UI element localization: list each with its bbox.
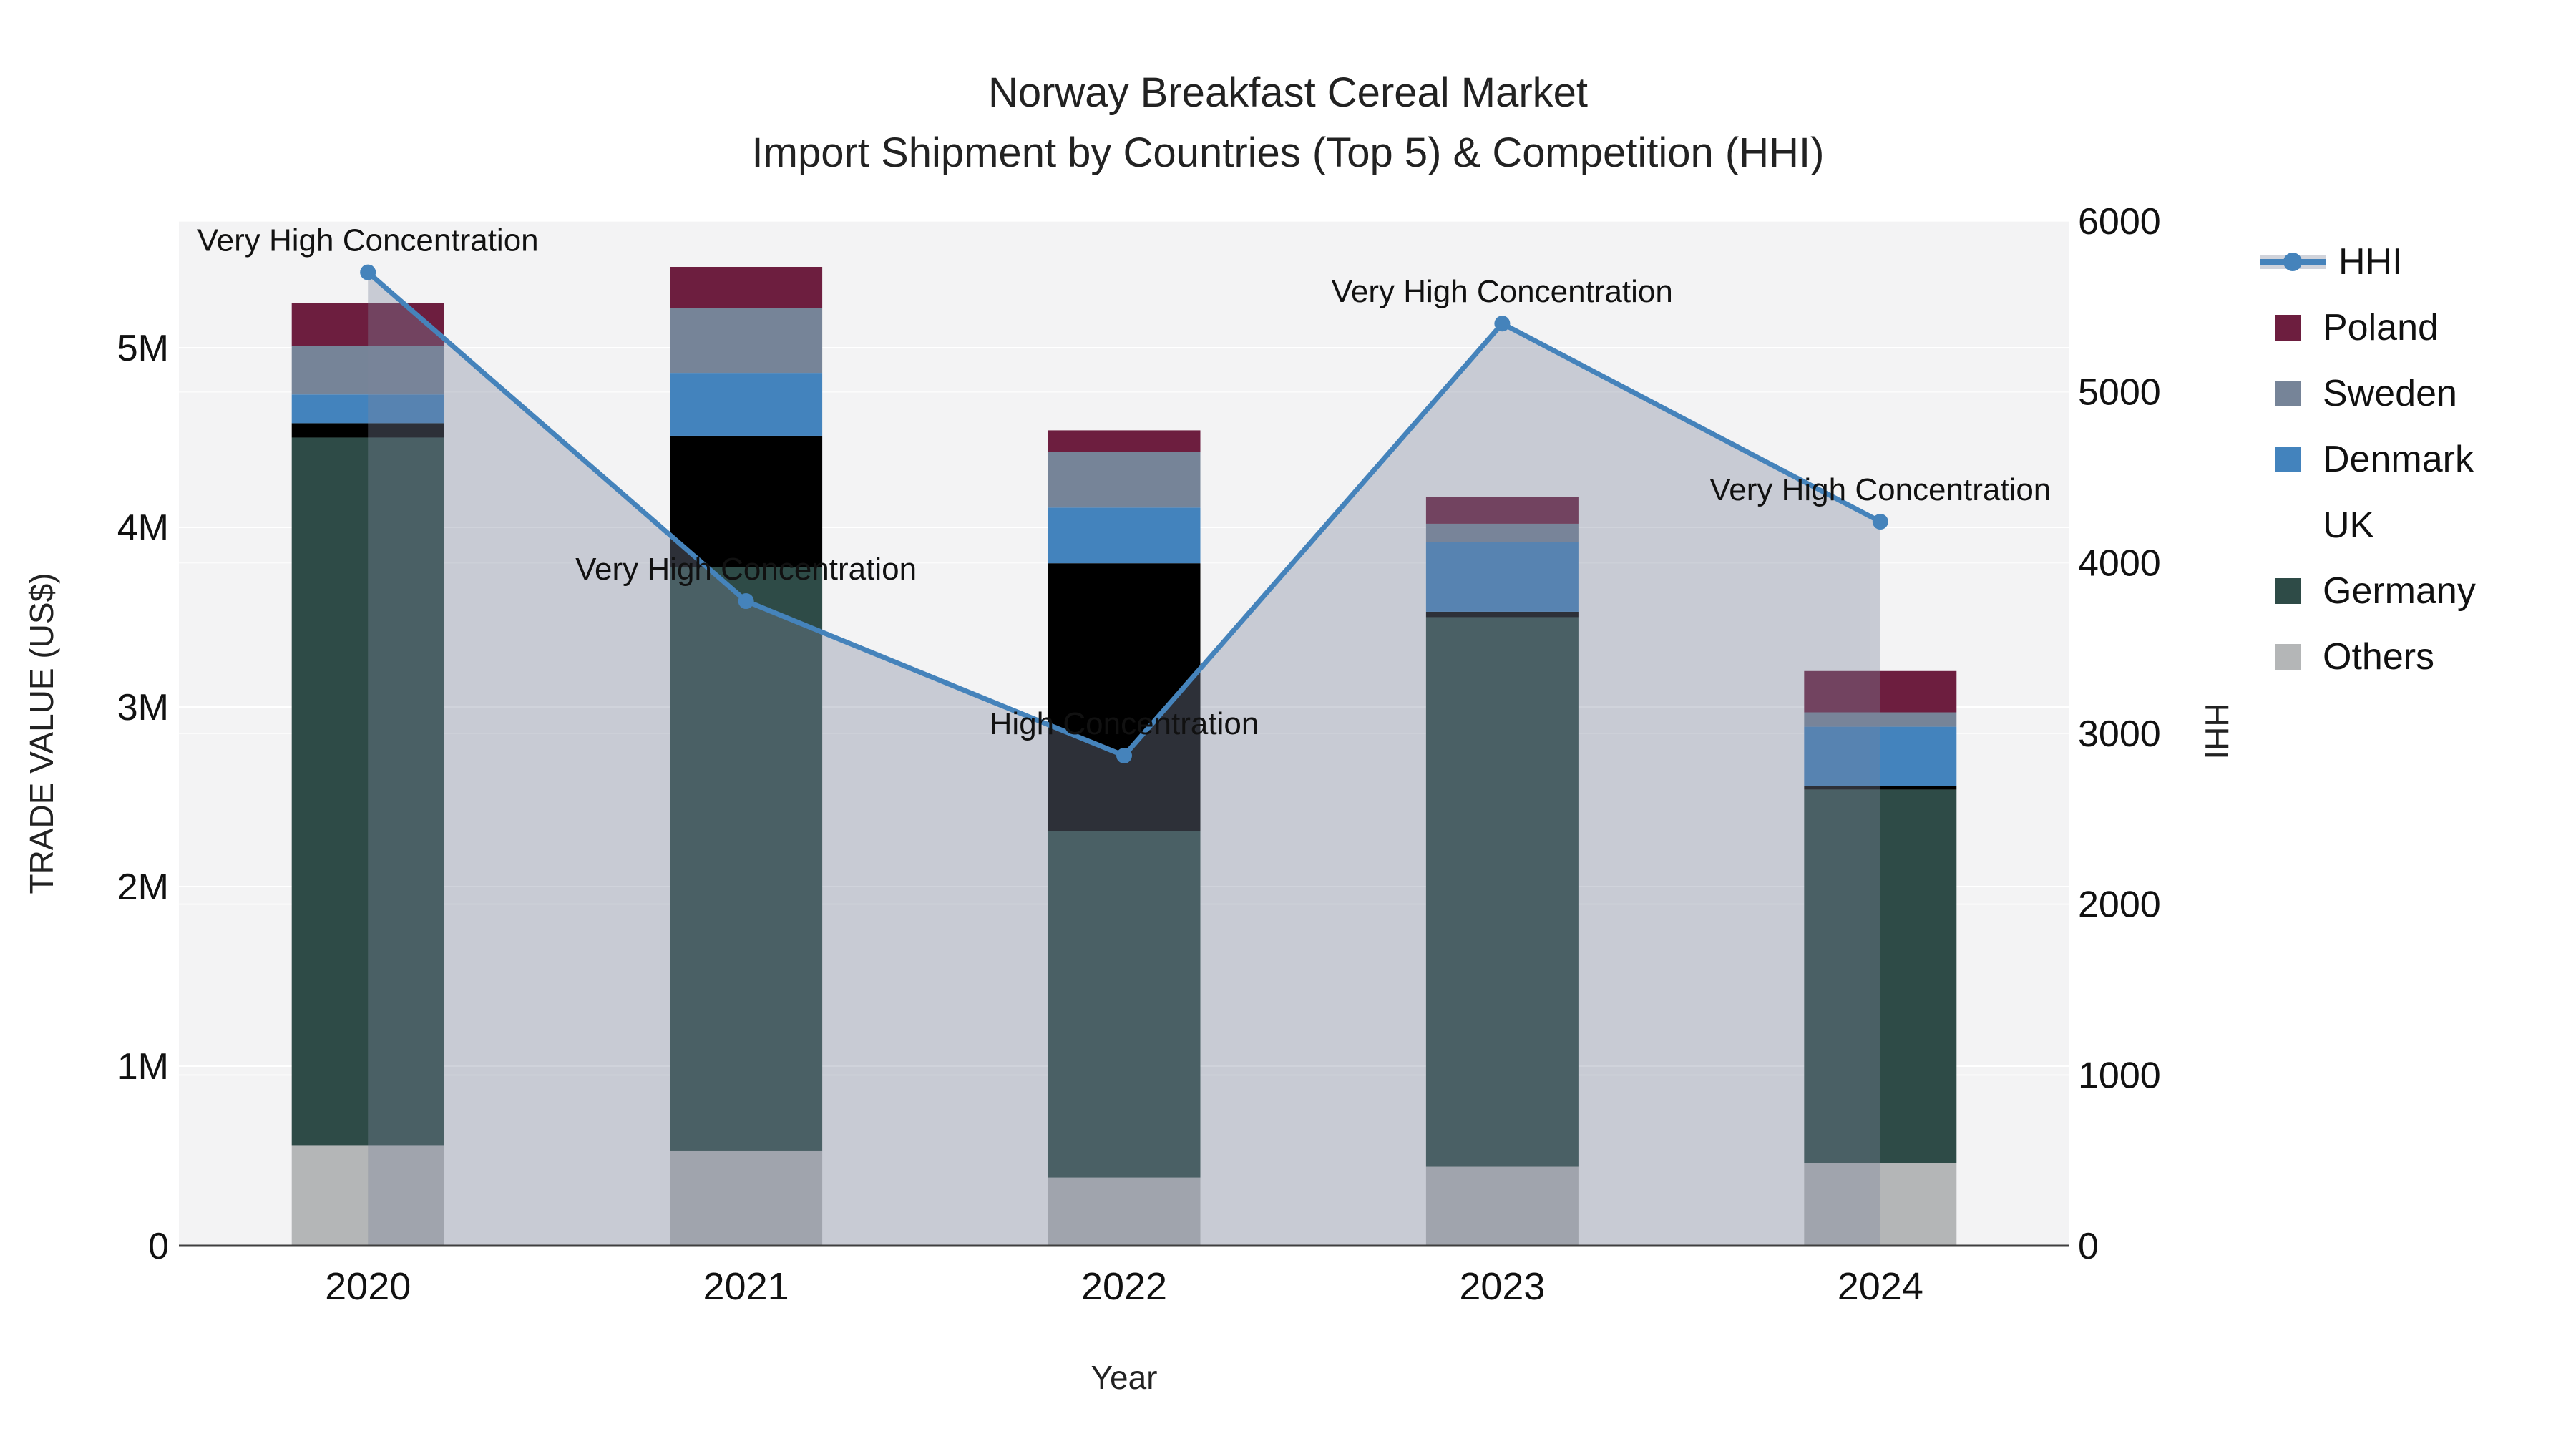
bar-segment-germany-2023	[1425, 617, 1579, 1167]
legend-label-sweden: Sweden	[2323, 373, 2457, 414]
bar-segment-germany-2020	[291, 437, 444, 1146]
right-axis-tick-label: 4000	[2078, 542, 2161, 584]
annotation-2020: Very High Concentration	[197, 223, 539, 258]
bar-segment-denmark-2024	[1804, 726, 1957, 786]
annotation-2023: Very High Concentration	[1332, 274, 1673, 309]
right-axis-tick-label: 5000	[2078, 372, 2161, 414]
x-axis-tick-label-2022: 2022	[1081, 1265, 1167, 1308]
bar-segment-uk-2021	[670, 435, 823, 567]
legend-item-sweden[interactable]: Sweden	[2275, 361, 2476, 426]
bar-segment-denmark-2021	[670, 373, 823, 436]
legend-item-denmark[interactable]: Denmark	[2275, 426, 2476, 492]
bar-segment-uk-2023	[1425, 611, 1579, 618]
bar-segment-poland-2022	[1048, 430, 1201, 452]
legend: HHI Poland Sweden Denmark UK Germany Others	[2260, 229, 2476, 690]
x-axis-tick-label-2023: 2023	[1459, 1265, 1545, 1308]
y-axis-title-left: TRADE VALUE (US$)	[23, 572, 60, 894]
bar-segment-sweden-2020	[291, 346, 444, 395]
left-axis-tick-label: 5M	[117, 328, 169, 369]
bar-segment-sweden-2023	[1425, 523, 1579, 542]
legend-label-uk: UK	[2323, 504, 2375, 546]
legend-label-denmark: Denmark	[2323, 439, 2474, 480]
x-axis-tick-label-2021: 2021	[703, 1265, 789, 1308]
bar-segment-poland-2023	[1425, 497, 1579, 524]
legend-label-germany: Germany	[2323, 570, 2476, 612]
legend-swatch-others-icon	[2275, 644, 2301, 670]
bar-segment-poland-2024	[1804, 670, 1957, 713]
right-axis-tick-label: 2000	[2078, 884, 2161, 926]
bar-segment-others-2020	[291, 1145, 444, 1246]
hhi-marker-2024	[1872, 514, 1888, 530]
left-axis-tick-label: 2M	[117, 867, 169, 908]
bar-segment-denmark-2020	[291, 394, 444, 424]
legend-swatch-poland-icon	[2275, 315, 2301, 341]
hhi-line-swatch-icon	[2260, 248, 2326, 276]
bar-segment-denmark-2023	[1425, 542, 1579, 612]
legend-label-hhi: HHI	[2338, 241, 2403, 283]
annotation-2024: Very High Concentration	[1709, 472, 2051, 507]
legend-swatch-uk-icon	[2275, 512, 2301, 538]
right-axis-tick-label: 0	[2078, 1226, 2099, 1267]
legend-item-poland[interactable]: Poland	[2275, 295, 2476, 361]
chart-title-line1: Norway Breakfast Cereal Market	[987, 69, 1589, 116]
left-axis-tick-label: 1M	[117, 1046, 169, 1088]
right-axis-tick-label: 1000	[2078, 1055, 2161, 1096]
legend-item-others[interactable]: Others	[2275, 624, 2476, 690]
right-axis-tick-label: 6000	[2078, 201, 2161, 243]
legend-label-poland: Poland	[2323, 307, 2439, 348]
chart-title-line2: Import Shipment by Countries (Top 5) & C…	[751, 130, 1825, 176]
annotation-2022: High Concentration	[990, 706, 1259, 741]
x-axis-tick-label-2024: 2024	[1838, 1265, 1923, 1308]
y-axis-title-right: HHI	[2198, 703, 2235, 760]
bar-segment-uk-2020	[291, 423, 444, 438]
x-axis-title: Year	[1091, 1359, 1158, 1396]
bar-segment-sweden-2022	[1048, 452, 1201, 508]
left-axis-tick-label: 0	[148, 1226, 169, 1267]
bar-segment-poland-2020	[291, 303, 444, 346]
bar-segment-others-2024	[1804, 1163, 1957, 1246]
bar-segment-others-2021	[670, 1150, 823, 1246]
legend-label-others: Others	[2323, 636, 2435, 678]
legend-swatch-germany-icon	[2275, 578, 2301, 604]
bar-segment-others-2023	[1425, 1166, 1579, 1246]
hhi-marker-2023	[1494, 316, 1511, 332]
bar-segment-germany-2022	[1048, 831, 1201, 1178]
right-axis-tick-label: 3000	[2078, 713, 2161, 755]
hhi-marker-glyph	[2283, 253, 2302, 271]
left-axis-tick-label: 4M	[117, 507, 169, 549]
legend-swatch-sweden-icon	[2275, 381, 2301, 406]
hhi-marker-2022	[1116, 748, 1132, 764]
bar-segment-poland-2021	[670, 267, 823, 308]
bar-segment-denmark-2022	[1048, 507, 1201, 564]
legend-swatch-denmark-icon	[2275, 447, 2301, 472]
bar-segment-others-2022	[1048, 1177, 1201, 1246]
bar-segment-sweden-2024	[1804, 712, 1957, 727]
legend-item-uk[interactable]: UK	[2275, 492, 2476, 558]
left-axis-tick-label: 3M	[117, 687, 169, 728]
bar-segment-sweden-2021	[670, 308, 823, 374]
legend-item-hhi[interactable]: HHI	[2260, 229, 2476, 295]
hhi-marker-2020	[360, 264, 376, 280]
legend-item-germany[interactable]: Germany	[2275, 558, 2476, 624]
bar-segment-uk-2024	[1804, 786, 1957, 790]
annotation-2021: Very High Concentration	[575, 552, 917, 587]
x-axis-tick-label-2020: 2020	[325, 1265, 411, 1308]
hhi-marker-2021	[738, 593, 754, 610]
bar-segment-germany-2021	[670, 567, 823, 1151]
bar-segment-germany-2024	[1804, 789, 1957, 1163]
